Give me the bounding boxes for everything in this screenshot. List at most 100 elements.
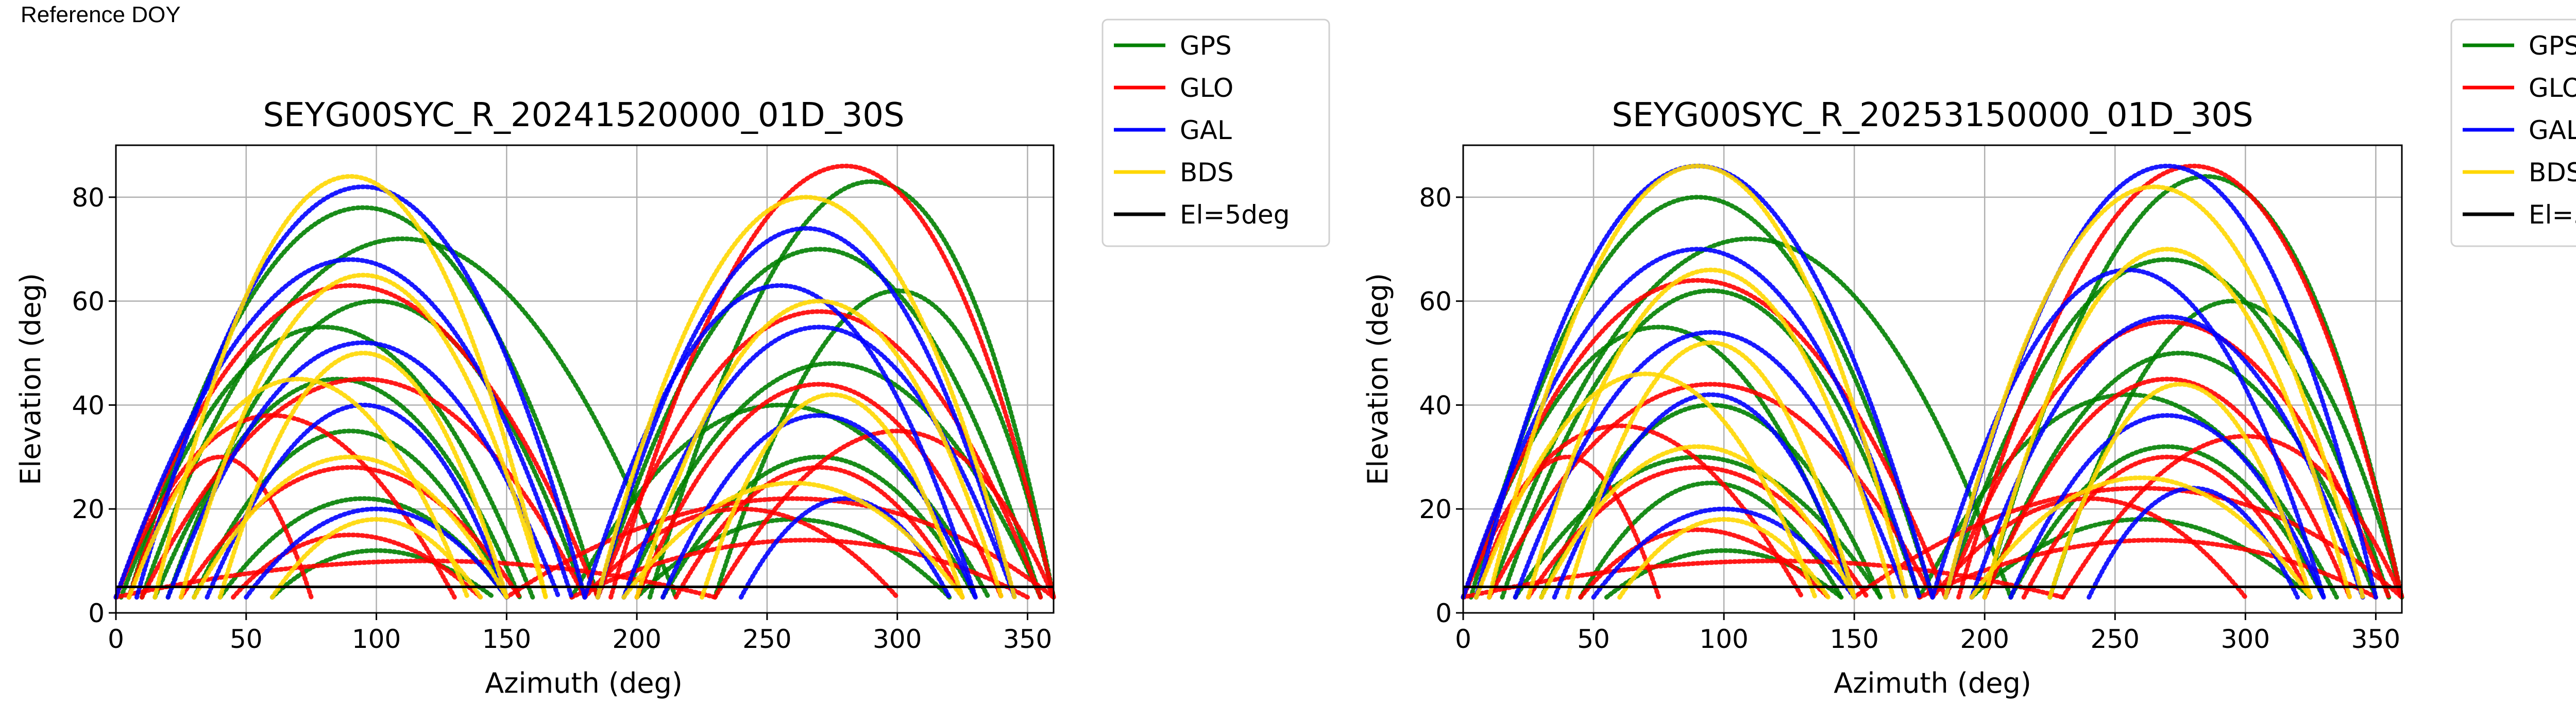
x-tick-label: 0: [108, 624, 124, 654]
track-glo: [113, 413, 457, 600]
x-tick-label: 300: [2221, 624, 2270, 654]
track-glo: [1930, 496, 2248, 600]
track-gps: [192, 428, 509, 600]
y-tick-label: 0: [88, 598, 105, 628]
x-tick-label: 250: [742, 624, 791, 654]
track-glo: [504, 496, 1056, 600]
track-gal: [113, 257, 574, 600]
y-tick-label: 20: [72, 494, 105, 524]
track-gal: [1513, 330, 1909, 600]
track-gal: [205, 402, 509, 600]
x-tick-label: 50: [230, 624, 263, 654]
track-glo: [1982, 376, 2352, 600]
track-glo: [608, 164, 1056, 600]
track-bds: [192, 455, 509, 600]
track-bds: [1969, 475, 2313, 600]
plot-frame: [115, 144, 1055, 614]
track-gal: [621, 324, 1017, 600]
track-bds: [152, 174, 548, 600]
track-bds: [1565, 340, 1857, 600]
legend-label: El=5deg: [2529, 200, 2576, 230]
x-tick-label: 250: [2091, 624, 2140, 654]
legend-label: GPS: [1180, 31, 1232, 61]
track-gal: [595, 226, 1017, 600]
track-glo: [1852, 486, 2404, 600]
y-axis-ticks: 0 20 40 60 80: [72, 183, 116, 628]
track-glo: [113, 558, 718, 600]
x-tick-label: 150: [1829, 624, 1878, 654]
plot-frame: [1462, 144, 2403, 614]
legend-label: BDS: [1180, 158, 1234, 187]
track-gps: [1604, 548, 1844, 600]
track-bds: [1473, 371, 1818, 600]
legend-label: GPS: [2529, 31, 2576, 61]
x-tick-label: 50: [1577, 624, 1610, 654]
track-gps: [660, 455, 978, 600]
track-bds: [1982, 247, 2352, 600]
y-tick-label: 40: [72, 390, 105, 420]
track-gps: [1468, 195, 1935, 600]
y-tick-label: 60: [72, 287, 105, 317]
x-tick-label: 300: [873, 624, 922, 654]
legend: GPS GLO GAL BDS El=5deg: [1101, 19, 1330, 247]
track-gal: [165, 340, 561, 600]
track-gps: [1982, 351, 2378, 600]
chart-title: SEYG00SYC_R_20241520000_01D_30S: [263, 96, 904, 134]
x-tick-label: 0: [1455, 624, 1471, 654]
track-gps: [1500, 288, 1922, 600]
y-tick-label: 0: [1435, 598, 1452, 628]
x-tick-label: 200: [612, 624, 661, 654]
y-axis-label: Elevation (deg): [14, 273, 47, 485]
track-bds: [1943, 184, 2365, 600]
track-gal: [1969, 314, 2365, 600]
legend-box: [2450, 19, 2576, 247]
chart-title: SEYG00SYC_R_20253150000_01D_30S: [1612, 96, 2253, 134]
y-tick-label: 80: [72, 183, 105, 213]
track-gps: [2008, 444, 2326, 600]
x-tick-label: 150: [482, 624, 531, 654]
x-axis-ticks: 0 50 100 150 200 250 300 350: [1455, 613, 2400, 654]
page-label: Reference DOY: [21, 2, 181, 27]
legend-label: GAL: [2529, 115, 2576, 145]
track-gal: [1591, 506, 1857, 600]
track-glo: [713, 428, 1056, 600]
x-axis-ticks: 0 50 100 150 200 250 300 350: [108, 613, 1052, 654]
track-glo: [634, 382, 1004, 600]
legend-label: El=5deg: [1180, 200, 1290, 230]
track-gps: [140, 236, 679, 600]
satellite-tracks: [113, 164, 1056, 600]
track-bds: [595, 195, 1017, 600]
y-tick-label: 80: [1419, 183, 1452, 213]
track-glo: [1461, 558, 2065, 600]
y-axis-label: Elevation (deg): [1362, 273, 1394, 485]
x-axis-label: Azimuth (deg): [485, 667, 683, 699]
track-gal: [244, 506, 509, 600]
legend: GPS GLO GAL BDS El=5deg: [2450, 19, 2576, 247]
track-glo: [1487, 382, 1935, 600]
y-axis-ticks: 0 20 40 60 80: [1419, 183, 1463, 628]
x-tick-label: 100: [352, 624, 401, 654]
x-tick-label: 350: [1003, 624, 1052, 654]
track-gal: [1930, 267, 2326, 600]
track-gal: [1461, 247, 1922, 600]
legend-label: GLO: [1180, 73, 1233, 103]
chart-panel-2: SEYG00SYC_R_20253150000_01D_30S 0 50 100 15…: [1362, 19, 2576, 699]
track-gps: [595, 247, 1043, 600]
track-bds: [1539, 444, 1857, 600]
satellite-tracks: [1461, 163, 2404, 600]
track-bds: [634, 299, 1004, 600]
track-bds: [126, 376, 470, 600]
x-tick-label: 200: [1960, 624, 2009, 654]
track-glo: [1578, 527, 1831, 600]
track-glo: [231, 533, 483, 600]
x-tick-label: 100: [1699, 624, 1748, 654]
legend-label: GLO: [2529, 73, 2576, 103]
x-tick-label: 350: [2351, 624, 2400, 654]
track-glo: [673, 465, 965, 600]
track-glo: [582, 506, 900, 600]
track-bds: [217, 351, 509, 600]
track-bds: [178, 273, 548, 600]
legend-box: [1101, 19, 1330, 247]
track-glo: [2021, 454, 2313, 600]
track-glo: [1956, 164, 2404, 600]
